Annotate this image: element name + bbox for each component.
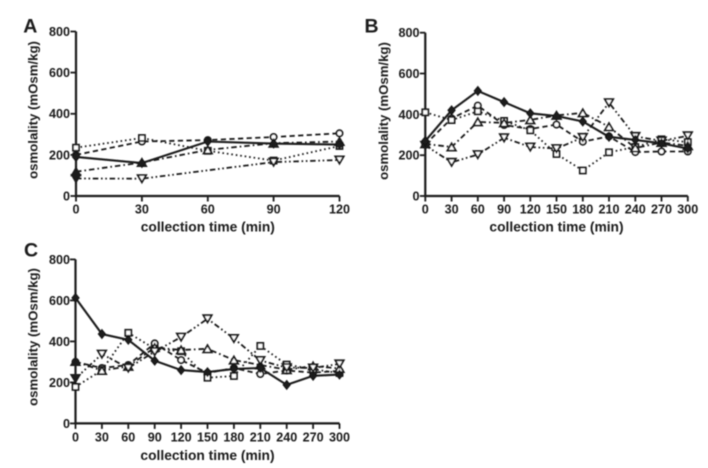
svg-text:60: 60	[121, 431, 135, 445]
svg-text:0: 0	[72, 431, 79, 445]
svg-text:0: 0	[63, 189, 70, 203]
svg-text:120: 120	[171, 431, 192, 445]
svg-text:A: A	[23, 16, 37, 38]
svg-text:300: 300	[329, 431, 350, 445]
svg-text:400: 400	[49, 335, 70, 349]
svg-text:30: 30	[135, 202, 149, 216]
svg-text:collection time (min): collection time (min)	[140, 448, 274, 463]
svg-text:300: 300	[677, 202, 698, 216]
svg-text:60: 60	[201, 202, 215, 216]
svg-text:180: 180	[572, 202, 593, 216]
svg-text:60: 60	[471, 202, 485, 216]
svg-text:osmolality (mOsm/kg): osmolality (mOsm/kg)	[25, 41, 40, 179]
svg-text:150: 150	[546, 202, 567, 216]
svg-text:30: 30	[95, 431, 109, 445]
svg-text:180: 180	[223, 431, 244, 445]
svg-text:800: 800	[49, 253, 70, 267]
svg-text:0: 0	[412, 189, 419, 203]
svg-text:0: 0	[422, 202, 429, 216]
svg-text:osmolality (mOsm/kg): osmolality (mOsm/kg)	[25, 268, 40, 406]
svg-text:30: 30	[445, 202, 459, 216]
svg-text:collection time (min): collection time (min)	[141, 220, 275, 235]
svg-text:600: 600	[49, 66, 70, 80]
svg-text:800: 800	[49, 25, 70, 39]
svg-text:200: 200	[49, 148, 70, 162]
svg-text:0: 0	[63, 417, 70, 431]
svg-text:210: 210	[598, 202, 619, 216]
svg-text:200: 200	[49, 376, 70, 390]
svg-text:600: 600	[49, 294, 70, 308]
svg-text:90: 90	[497, 202, 511, 216]
svg-text:270: 270	[651, 202, 672, 216]
svg-text:150: 150	[197, 431, 218, 445]
svg-text:B: B	[365, 16, 379, 38]
svg-text:210: 210	[250, 431, 271, 445]
svg-text:600: 600	[398, 67, 419, 81]
svg-text:collection time (min): collection time (min)	[489, 220, 623, 235]
svg-text:400: 400	[49, 107, 70, 121]
svg-text:90: 90	[267, 202, 281, 216]
svg-text:120: 120	[520, 202, 541, 216]
svg-text:240: 240	[625, 202, 646, 216]
svg-text:120: 120	[329, 202, 350, 216]
svg-text:800: 800	[398, 26, 419, 40]
svg-text:C: C	[24, 240, 38, 262]
svg-text:osmolality (mOsm/kg): osmolality (mOsm/kg)	[376, 42, 391, 180]
svg-text:90: 90	[148, 431, 162, 445]
svg-text:240: 240	[276, 431, 297, 445]
svg-text:400: 400	[398, 108, 419, 122]
svg-text:200: 200	[398, 149, 419, 163]
svg-text:0: 0	[72, 202, 79, 216]
svg-text:270: 270	[303, 431, 324, 445]
